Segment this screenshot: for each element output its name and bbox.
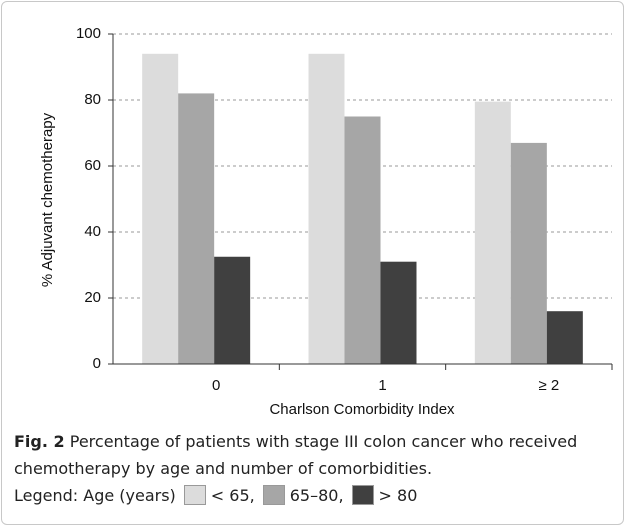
bar (380, 261, 417, 364)
legend-title: Legend: Age (years) (14, 486, 176, 505)
bar (142, 53, 179, 365)
y-tick-label: 20 (84, 289, 101, 306)
caption: Fig. 2 Percentage of patients with stage… (14, 428, 614, 509)
y-tick-label: 80 (84, 91, 101, 108)
legend-label: 65–80, (289, 486, 344, 505)
x-axis-title: Charlson Comorbidity Index (269, 401, 455, 418)
y-tick-label: 40 (84, 223, 101, 240)
legend-swatch (262, 485, 285, 505)
legend: Legend: Age (years) < 65, 65–80, > 80 (14, 482, 614, 509)
caption-label: Fig. 2 (14, 432, 65, 451)
bar (546, 311, 583, 364)
bar (510, 142, 547, 364)
y-tick-label: 100 (76, 25, 101, 42)
bar (308, 53, 345, 365)
x-tick-label: ≥ 2 (538, 377, 559, 394)
chart: % Adjuvant chemotherapy Charlson Comorbi… (39, 25, 613, 418)
legend-swatch (183, 485, 206, 505)
bar (178, 93, 215, 365)
bar (474, 101, 511, 365)
legend-label: > 80 (378, 486, 418, 505)
legend-label: < 65, (210, 486, 255, 505)
legend-swatch (351, 485, 374, 505)
y-tick-label: 60 (84, 157, 101, 174)
caption-text: Fig. 2 Percentage of patients with stage… (14, 428, 614, 482)
caption-body: Percentage of patients with stage III co… (14, 432, 578, 478)
x-tick-label: 1 (378, 377, 386, 394)
bar (214, 256, 251, 364)
bar (344, 116, 381, 364)
x-tick-label: 0 (212, 377, 220, 394)
y-axis-title: % Adjuvant chemotherapy (39, 112, 56, 287)
y-tick-label: 0 (93, 355, 101, 372)
